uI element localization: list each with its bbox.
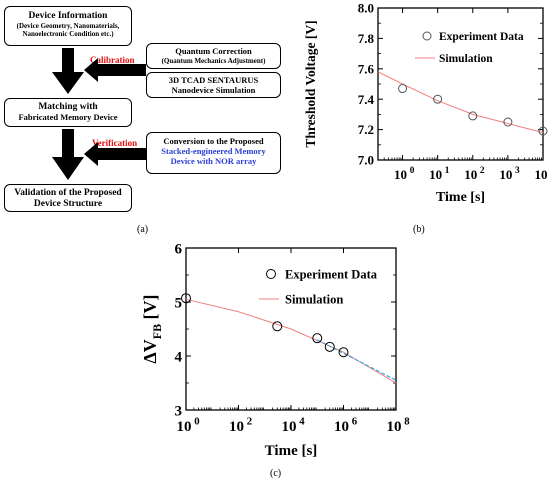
y-tick-label: 7.6 — [358, 61, 375, 76]
y-axis-label-main: ΔV — [140, 339, 160, 363]
down-arrow-2 — [52, 129, 84, 180]
x-tick-label: 10 — [429, 167, 442, 182]
x-tick-label: 10 — [464, 167, 477, 182]
x-tick-exponent: 4 — [299, 415, 305, 427]
simulation-line — [185, 298, 397, 384]
x-tick-exponent: 2 — [247, 415, 252, 427]
conversion-line3: Device with NOR array — [170, 155, 257, 166]
experiment-point — [398, 84, 408, 94]
tcad-box: 3D TCAD SENTAURUS Nanodevice Simulation — [146, 72, 281, 98]
y-tick-label: 4 — [175, 349, 183, 365]
x-tick-exponent: 8 — [404, 415, 410, 427]
simulation-line — [377, 71, 544, 134]
legend-experiment-marker — [266, 269, 276, 279]
y-tick-label: 8.0 — [358, 1, 374, 16]
x-axis-label: Time [s] — [265, 443, 318, 459]
y-tick-label: 7.2 — [358, 122, 374, 137]
x-tick-exponent: 6 — [352, 415, 358, 427]
experiment-point — [338, 347, 349, 358]
x-tick-label: 10 — [177, 419, 192, 435]
legend-experiment-label: Experiment Data — [439, 31, 524, 43]
panel-label-a: (a) — [137, 224, 149, 235]
experiment-point — [312, 333, 323, 344]
x-axis-label: Time [s] — [436, 190, 485, 205]
x-tick-label: 10 — [282, 419, 297, 435]
tcad-line1: 3D TCAD SENTAURUS — [168, 75, 259, 85]
y-axis-label-unit: [V] — [140, 294, 160, 324]
x-tick-exponent: 3 — [515, 166, 520, 176]
y-tick-label: 6 — [175, 241, 183, 257]
calibration-label: Calibration — [90, 55, 135, 65]
conversion-box: Conversion to the Proposed Stacked-engin… — [146, 132, 281, 174]
x-tick-label: 10 — [394, 167, 407, 182]
x-tick-label: 10 — [535, 167, 548, 182]
x-tick-label: 10 — [229, 419, 244, 435]
y-tick-label: 7.8 — [358, 31, 375, 46]
left-arrow-1 — [84, 58, 146, 82]
experiment-point — [468, 111, 478, 121]
x-tick-label: 10 — [499, 167, 512, 182]
experiment-point — [324, 341, 335, 352]
x-tick-label: 10 — [334, 419, 349, 435]
flowchart-arrows — [52, 48, 146, 180]
y-tick-label: 5 — [175, 295, 183, 311]
panel-label-c: (c) — [270, 468, 282, 479]
legend-simulation-label: Simulation — [439, 53, 493, 65]
tcad-line2: Nanodevice Simulation — [171, 84, 256, 95]
y-axis-label: Threshold Voltage [V] — [303, 20, 318, 147]
down-arrow-1 — [52, 48, 84, 94]
experiment-point — [538, 126, 548, 136]
device-information-sub: (Device Geometry, Nanomaterials, Nanoele… — [16, 21, 120, 38]
y-tick-label: 3 — [175, 403, 183, 419]
y-tick-label: 7.4 — [358, 92, 375, 107]
quantum-correction-box: Quantum Correction (Quantum Mechanics Ad… — [146, 43, 281, 69]
quantum-correction-title: Quantum Correction — [175, 46, 252, 56]
device-information-box: Device Information (Device Geometry, Nan… — [4, 6, 132, 46]
panel-label-b: (b) — [413, 224, 425, 235]
y-axis-label-sub: FB — [150, 324, 164, 339]
device-information-title: Device Information — [28, 11, 108, 21]
y-tick-label: 7.0 — [358, 153, 374, 168]
x-tick-label: 10 — [387, 419, 402, 435]
x-tick-exponent: 0 — [194, 415, 199, 427]
quantum-correction-sub: (Quantum Mechanics Adjustment) — [161, 56, 266, 65]
experiment-point — [433, 94, 443, 104]
matching-title: Matching with — [38, 102, 98, 112]
y-axis-label: ΔVFB [V] — [140, 294, 164, 363]
experiment-point — [181, 293, 191, 304]
validation-box: Validation of the Proposed Device Struct… — [4, 184, 132, 212]
verification-label: Verification — [92, 138, 138, 148]
trend-line — [316, 339, 397, 381]
conversion-line1: Conversion to the Proposed — [163, 136, 264, 146]
legend-experiment-marker — [422, 31, 432, 41]
x-tick-exponent: 2 — [480, 166, 485, 176]
legend-simulation-label: Simulation — [285, 292, 343, 306]
conversion-line2: Stacked-engineered Memory — [161, 145, 266, 156]
left-arrow-2 — [84, 142, 146, 166]
x-tick-exponent: 0 — [410, 166, 415, 176]
legend-experiment-label: Experiment Data — [285, 267, 378, 281]
matching-sub: Fabricated Memory Device — [18, 111, 118, 122]
experiment-point — [272, 321, 283, 332]
experiment-point — [503, 117, 513, 127]
validation-sub: Device Structure — [33, 198, 103, 209]
validation-title: Validation of the Proposed — [14, 188, 122, 198]
x-tick-exponent: 1 — [445, 166, 450, 176]
chart-b: 1001011021031047.07.27.47.67.88.0Experim… — [303, 1, 548, 205]
matching-box: Matching with Fabricated Memory Device — [4, 98, 132, 127]
